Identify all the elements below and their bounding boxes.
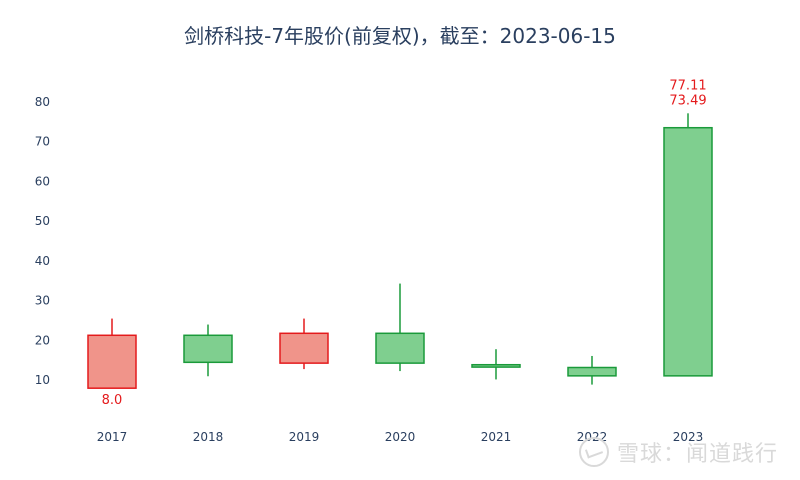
y-tick-label: 50 (35, 214, 50, 228)
candle-body (375, 332, 425, 364)
chart-title: 剑桥科技-7年股价(前复权)，截至：2023-06-15 (184, 24, 616, 48)
annotation-label: 77.11 (669, 78, 706, 93)
candle-body (663, 126, 713, 377)
watermark: 雪球：闻道践行 (578, 436, 778, 468)
candle-2017 (87, 318, 137, 389)
y-tick-label: 30 (35, 294, 50, 308)
x-tick-label: 2020 (385, 430, 416, 444)
x-tick-label: 2017 (97, 430, 128, 444)
candle-body (471, 363, 521, 368)
y-tick-label: 70 (35, 135, 50, 149)
y-tick-label: 10 (35, 373, 50, 387)
candle-2020 (375, 283, 425, 372)
candle-body (279, 332, 329, 364)
snowball-logo-icon (578, 437, 609, 467)
x-tick-label: 2018 (193, 430, 224, 444)
y-tick-label: 40 (35, 254, 50, 268)
candle-body (567, 366, 617, 377)
watermark-text: 雪球：闻道践行 (616, 442, 778, 467)
candle-body (87, 334, 137, 389)
candle-2019 (279, 318, 329, 370)
candle-2023 (663, 113, 713, 377)
y-tick-label: 20 (35, 333, 50, 347)
annotation-label: 8.0 (102, 393, 123, 408)
y-axis: 10 20 30 40 50 60 70 80 (35, 95, 50, 387)
x-tick-label: 2019 (289, 430, 320, 444)
candle-2018 (183, 324, 233, 377)
x-tick-label: 2021 (481, 430, 512, 444)
candles-layer (87, 113, 713, 389)
y-tick-label: 60 (35, 174, 50, 188)
candle-body (183, 334, 233, 364)
candle-2021 (471, 349, 521, 380)
x-tick-label: 2023 (673, 430, 704, 444)
candle-2022 (567, 355, 617, 385)
y-tick-label: 80 (35, 95, 50, 109)
annotation-label: 73.49 (669, 93, 706, 108)
